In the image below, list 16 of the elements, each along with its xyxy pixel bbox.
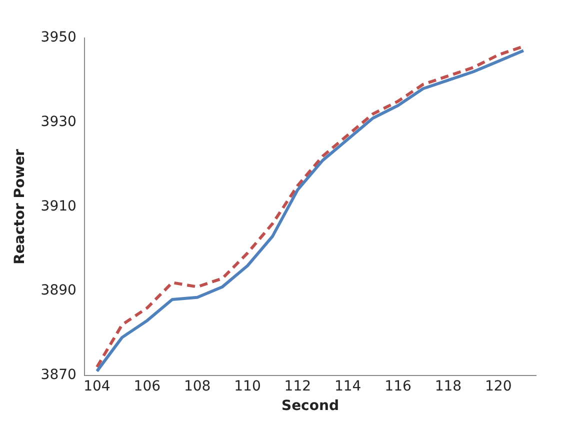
x-tick-label: 108 [184,378,211,394]
x-tick-label: 118 [434,378,462,394]
x-tick-label: 104 [84,378,110,394]
x-tick-label: 116 [384,378,412,394]
x-tick-label: 114 [334,378,362,394]
x-tick-label: 120 [485,378,512,394]
y-tick-label: 3910 [40,198,76,214]
x-tick-label: 106 [134,378,161,394]
x-axis-title: Second [281,398,339,414]
y-tick-label: 3950 [40,30,76,46]
x-tick-label: 110 [234,378,261,394]
y-tick-label: 3890 [40,282,76,299]
y-axis-title: Reactor Power [12,148,28,264]
y-tick-label: 3870 [40,367,76,384]
y-tick-label: 3930 [40,114,76,130]
x-tick-label: 112 [284,378,312,394]
